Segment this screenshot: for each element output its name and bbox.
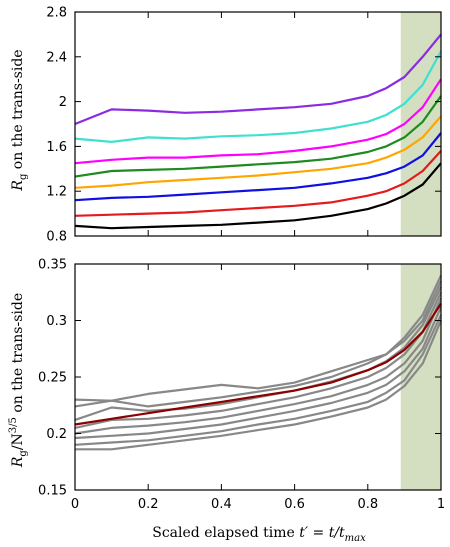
top-series-line-8	[74, 33, 442, 126]
top-series-line-5	[74, 95, 442, 178]
bottom-panel: 0 0.2 0.4 0.6 0.8 1 0.15 0.2 0.25 0.3 0.35	[38, 258, 445, 513]
top-series-line-1	[74, 162, 442, 230]
bottom-series-line-7	[74, 314, 442, 446]
bottom-x-tick-label: 0.8	[357, 497, 378, 512]
bottom-series-line-9	[74, 302, 442, 426]
bottom-x-tick-label: 0.4	[211, 497, 232, 512]
top-y-tick-label: 1.6	[46, 140, 67, 155]
bottom-y-tick-label: 0.25	[38, 371, 67, 386]
bottom-series-line-6	[74, 306, 443, 440]
bottom-x-tick-label: 0.6	[284, 497, 305, 512]
bottom-y-axis-title: Rg/N3/5 on the trans-side	[8, 293, 29, 468]
top-series-line-6	[74, 78, 442, 165]
bottom-y-tick-label: 0.15	[38, 484, 67, 499]
bottom-series-line-5	[74, 297, 443, 435]
bottom-x-tick-label: 0	[71, 497, 79, 512]
x-axis-title: Scaled elapsed time t′ = t/tmax	[152, 525, 366, 544]
top-panel: 0.8 1.2 1.6 2 2.4 2.8	[46, 6, 442, 245]
bottom-y-tick-label: 0.2	[46, 427, 67, 442]
top-y-tick-label: 1.2	[46, 185, 67, 200]
top-series-line-7	[74, 50, 442, 143]
top-plot-frame	[74, 11, 442, 237]
bottom-series-line-1	[74, 274, 442, 402]
bottom-y-tick-label: 0.35	[38, 258, 67, 273]
top-series-line-4	[74, 115, 442, 189]
top-series-line-2	[74, 150, 442, 217]
bottom-series-line-4	[74, 291, 442, 429]
bottom-series-line-8	[75, 320, 443, 451]
bottom-y-tick-label: 0.3	[46, 314, 67, 329]
top-y-tick-label: 2.8	[46, 6, 67, 21]
top-y-tick-label: 0.8	[46, 230, 67, 245]
top-y-tick-label: 2	[59, 95, 67, 110]
bottom-x-tick-label: 1	[437, 497, 445, 512]
top-series-line-3	[74, 132, 442, 202]
top-y-tick-label: 2.4	[46, 50, 67, 65]
top-y-axis-title: Rg on the trans-side	[10, 49, 29, 191]
bottom-series-line-2	[74, 280, 442, 408]
bottom-x-tick-label: 0.2	[138, 497, 159, 512]
